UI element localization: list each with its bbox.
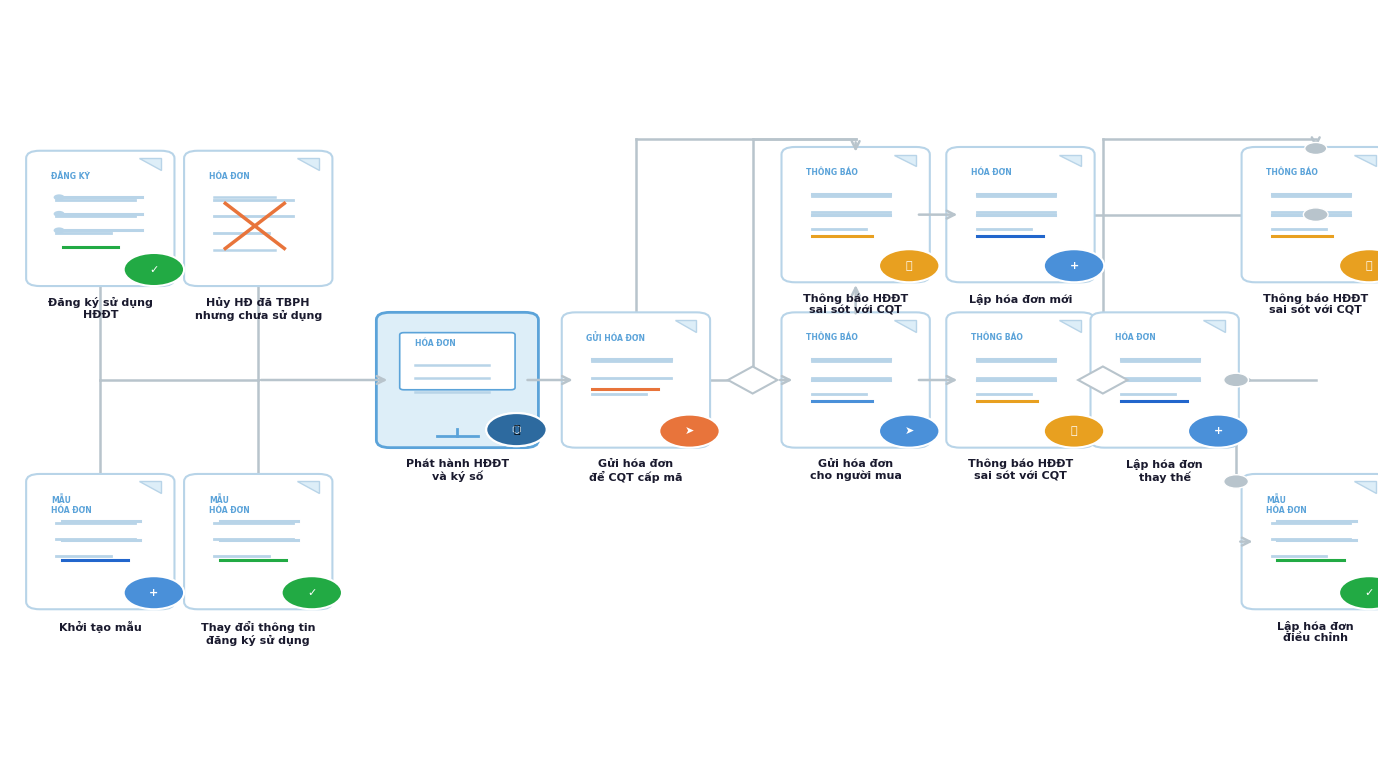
- Text: MẪU
HÓA ĐƠN: MẪU HÓA ĐƠN: [1267, 495, 1307, 515]
- Text: HÓA ĐƠN: HÓA ĐƠN: [1116, 334, 1156, 343]
- Text: MẪU
HÓA ĐƠN: MẪU HÓA ĐƠN: [51, 495, 91, 515]
- Text: Gửi hóa đơn
cho người mua: Gửi hóa đơn cho người mua: [809, 459, 902, 481]
- Text: Đăng ký sử dụng
HĐĐT: Đăng ký sử dụng HĐĐT: [49, 297, 152, 320]
- FancyBboxPatch shape: [1242, 147, 1386, 282]
- FancyBboxPatch shape: [947, 312, 1095, 448]
- Text: +: +: [1214, 426, 1222, 436]
- Polygon shape: [894, 320, 916, 332]
- Circle shape: [281, 576, 342, 610]
- FancyBboxPatch shape: [26, 474, 175, 610]
- Text: THÔNG BÁO: THÔNG BÁO: [1267, 168, 1318, 177]
- Text: +: +: [1070, 261, 1078, 271]
- Text: +: +: [150, 587, 158, 597]
- Polygon shape: [1059, 320, 1081, 332]
- Text: Thay đổi thông tin
đăng ký sử dụng: Thay đổi thông tin đăng ký sử dụng: [201, 620, 316, 645]
- Circle shape: [123, 253, 184, 286]
- FancyBboxPatch shape: [782, 147, 930, 282]
- Circle shape: [1304, 142, 1326, 154]
- Polygon shape: [139, 158, 161, 170]
- Text: THÔNG BÁO: THÔNG BÁO: [972, 334, 1023, 343]
- Text: Lập hóa đơn
thay thế: Lập hóa đơn thay thế: [1127, 459, 1203, 483]
- Text: HÓA ĐƠN: HÓA ĐƠN: [414, 339, 456, 347]
- FancyBboxPatch shape: [184, 150, 333, 286]
- Text: ➤: ➤: [905, 426, 913, 436]
- Text: Khởi tạo mẫu: Khởi tạo mẫu: [60, 620, 141, 632]
- Text: Lập hóa đơn
điều chỉnh: Lập hóa đơn điều chỉnh: [1278, 620, 1354, 643]
- Text: ➤: ➤: [685, 426, 694, 436]
- Circle shape: [879, 414, 940, 448]
- FancyBboxPatch shape: [184, 474, 333, 610]
- Circle shape: [1044, 414, 1105, 448]
- Text: Gửi hóa đơn
để CQT cấp mã: Gửi hóa đơn để CQT cấp mã: [589, 459, 683, 483]
- FancyBboxPatch shape: [1091, 312, 1239, 448]
- FancyBboxPatch shape: [1242, 474, 1386, 610]
- Text: THÔNG BÁO: THÔNG BÁO: [807, 334, 858, 343]
- Circle shape: [1044, 249, 1105, 282]
- Polygon shape: [1354, 482, 1376, 493]
- Polygon shape: [894, 154, 916, 166]
- Text: Hủy HĐ đã TBPH
nhưng chưa sử dụng: Hủy HĐ đã TBPH nhưng chưa sử dụng: [194, 297, 322, 321]
- Text: 📢: 📢: [1367, 261, 1372, 271]
- Text: HÓA ĐƠN: HÓA ĐƠN: [972, 168, 1012, 177]
- Circle shape: [486, 413, 546, 446]
- FancyBboxPatch shape: [561, 312, 710, 448]
- Polygon shape: [139, 482, 161, 493]
- Circle shape: [1303, 208, 1328, 221]
- Text: ✓: ✓: [150, 264, 158, 274]
- Circle shape: [1339, 576, 1386, 610]
- Circle shape: [660, 414, 719, 448]
- Polygon shape: [1354, 154, 1376, 166]
- FancyBboxPatch shape: [947, 147, 1095, 282]
- Circle shape: [879, 249, 940, 282]
- Circle shape: [54, 195, 65, 201]
- FancyBboxPatch shape: [782, 312, 930, 448]
- Circle shape: [54, 211, 65, 217]
- Text: ✓: ✓: [308, 587, 316, 597]
- Polygon shape: [297, 482, 319, 493]
- Text: 🛡: 🛡: [513, 425, 520, 435]
- Text: ✓: ✓: [1365, 587, 1374, 597]
- Polygon shape: [1203, 320, 1225, 332]
- Text: Phát hành HĐĐT
và ký số: Phát hành HĐĐT và ký số: [406, 459, 509, 483]
- Text: 📢: 📢: [906, 261, 912, 271]
- Text: 📢: 📢: [1071, 426, 1077, 436]
- Text: ⬡: ⬡: [511, 425, 521, 435]
- Text: ĐĂNG KÝ: ĐĂNG KÝ: [51, 172, 90, 181]
- Polygon shape: [297, 158, 319, 170]
- Circle shape: [123, 576, 184, 610]
- Text: Thông báo HĐĐT
sai sót với CQT: Thông báo HĐĐT sai sót với CQT: [1263, 293, 1368, 315]
- Circle shape: [1188, 414, 1249, 448]
- Circle shape: [1339, 249, 1386, 282]
- Polygon shape: [1059, 154, 1081, 166]
- Text: THÔNG BÁO: THÔNG BÁO: [807, 168, 858, 177]
- Polygon shape: [728, 366, 778, 394]
- Circle shape: [1224, 373, 1249, 387]
- Polygon shape: [1078, 366, 1128, 394]
- Polygon shape: [675, 320, 696, 332]
- Text: Thông báo HĐĐT
sai sót với CQT: Thông báo HĐĐT sai sót với CQT: [967, 459, 1073, 481]
- Text: MẪU
HÓA ĐƠN: MẪU HÓA ĐƠN: [209, 495, 249, 515]
- FancyBboxPatch shape: [377, 312, 538, 448]
- Text: HÓA ĐƠN: HÓA ĐƠN: [209, 172, 249, 181]
- FancyBboxPatch shape: [399, 333, 516, 390]
- Text: Lập hóa đơn mới: Lập hóa đơn mới: [969, 293, 1073, 305]
- Text: GỬI HÓA ĐƠN: GỬI HÓA ĐƠN: [586, 334, 646, 344]
- Circle shape: [54, 227, 65, 233]
- FancyBboxPatch shape: [26, 150, 175, 286]
- Text: Thông báo HĐĐT
sai sót với CQT: Thông báo HĐĐT sai sót với CQT: [802, 293, 908, 315]
- Circle shape: [1224, 373, 1249, 387]
- Circle shape: [486, 413, 546, 446]
- Circle shape: [1224, 475, 1249, 488]
